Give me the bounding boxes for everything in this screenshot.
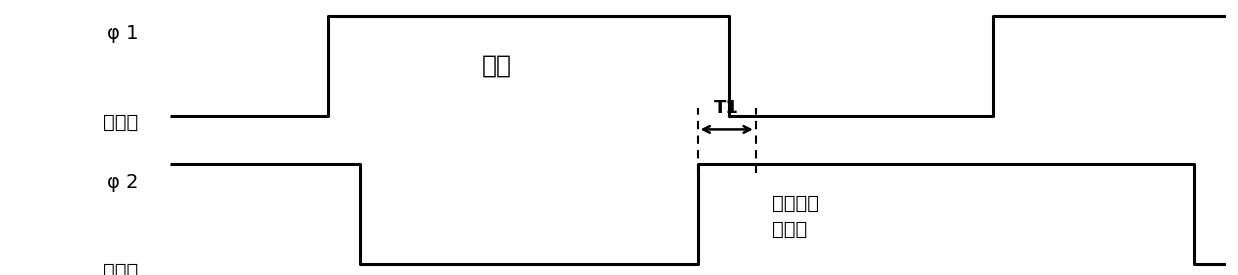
Text: φ 2: φ 2	[106, 172, 137, 191]
Text: 器建立: 器建立	[771, 220, 807, 239]
Text: T1: T1	[714, 99, 739, 117]
Text: 残差放大: 残差放大	[771, 194, 818, 213]
Text: φ 1: φ 1	[106, 24, 137, 43]
Text: 放大相: 放大相	[103, 262, 137, 275]
Text: 采样相: 采样相	[103, 113, 137, 132]
Text: 采样: 采样	[482, 54, 513, 78]
